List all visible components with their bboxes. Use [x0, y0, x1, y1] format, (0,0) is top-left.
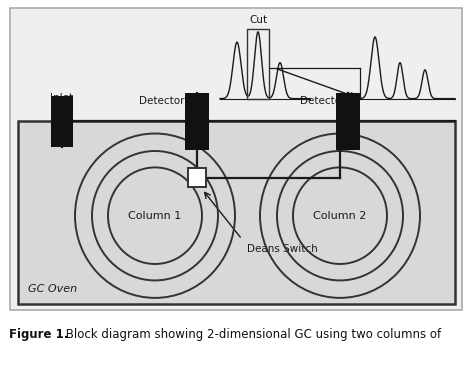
Text: GC Oven: GC Oven [28, 284, 77, 294]
Text: Inlet: Inlet [50, 93, 73, 103]
Text: Deans Switch: Deans Switch [247, 244, 318, 254]
Bar [185, 93, 209, 150]
Text: Detector 1: Detector 1 [139, 96, 195, 106]
Bar [51, 96, 73, 147]
Bar [188, 168, 206, 187]
Text: Column 1: Column 1 [128, 211, 182, 221]
Text: Column 2: Column 2 [313, 211, 367, 221]
Bar [336, 93, 360, 150]
Text: Detector 2: Detector 2 [301, 96, 356, 106]
Text: Figure 1.: Figure 1. [9, 328, 69, 341]
Bar [247, 29, 269, 98]
Text: Cut: Cut [249, 15, 267, 25]
Text: Block diagram showing 2-dimensional GC using two columns of: Block diagram showing 2-dimensional GC u… [62, 328, 441, 341]
Bar [18, 121, 455, 304]
